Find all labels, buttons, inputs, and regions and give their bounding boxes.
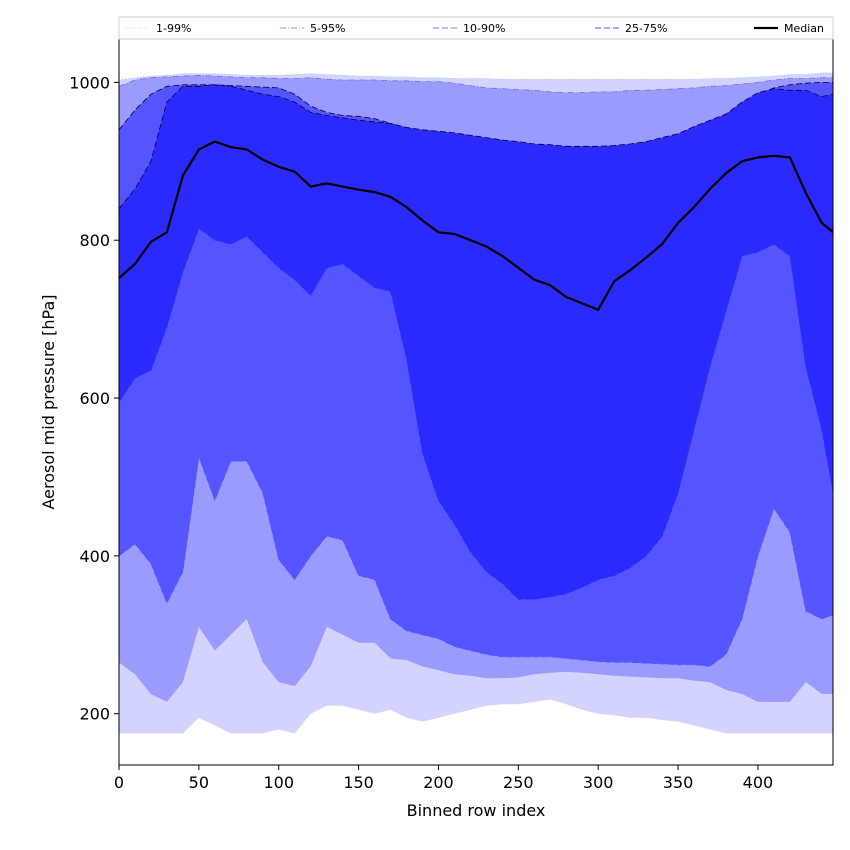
- y-tick-label: 600: [79, 389, 110, 408]
- band-edge-upper-25-75pct: [119, 84, 833, 209]
- legend-label: 5-95%: [310, 22, 345, 35]
- x-tick-label: 150: [343, 773, 374, 792]
- x-tick-label: 250: [503, 773, 534, 792]
- legend-label: Median: [784, 22, 824, 35]
- y-tick-label: 1000: [69, 73, 110, 92]
- legend-item-10-90pct[interactable]: 10-90%: [433, 22, 505, 35]
- y-tick-label: 800: [79, 231, 110, 250]
- bands-layer: [119, 72, 833, 734]
- x-tick-label: 300: [583, 773, 614, 792]
- band-25-75pct: [119, 84, 833, 600]
- band-edge-lower-25-75pct: [119, 227, 833, 600]
- legend-item-25-75pct[interactable]: 25-75%: [595, 22, 667, 35]
- y-axis: 200 400 600 800 1000: [69, 73, 119, 724]
- legend-box: [118, 16, 834, 40]
- legend-label: 25-75%: [625, 22, 667, 35]
- band-edge-lower-10-90pct: [119, 457, 833, 667]
- legend-item-5-95pct[interactable]: 5-95%: [280, 22, 345, 35]
- x-tick-label: 0: [114, 773, 124, 792]
- y-axis-label: Aerosol mid pressure [hPa]: [39, 294, 58, 509]
- legend-label: 1-99%: [156, 22, 191, 35]
- y-tick-label: 200: [79, 705, 110, 724]
- series-line-median: [119, 140, 833, 312]
- legend-item-1-99pct[interactable]: 1-99%: [126, 22, 191, 35]
- band-edge-upper-1-99pct: [119, 72, 833, 81]
- band-edge-upper-5-95pct: [119, 74, 833, 94]
- legend-label: 10-90%: [463, 22, 505, 35]
- x-tick-label: 400: [743, 773, 774, 792]
- y-tick-label: 400: [79, 547, 110, 566]
- x-axis-label: Binned row index: [407, 801, 546, 820]
- x-tick-label: 200: [423, 773, 454, 792]
- x-tick-label: 50: [189, 773, 209, 792]
- legend[interactable]: 1-99% 5-95% 10-90% 25-75% Median: [118, 16, 834, 40]
- legend-item-median[interactable]: Median: [754, 22, 824, 35]
- x-tick-label: 350: [663, 773, 694, 792]
- x-axis: 0 50 100 150 200 250 300 350 400: [114, 765, 773, 792]
- x-tick-label: 100: [263, 773, 294, 792]
- series-layer: [119, 140, 833, 312]
